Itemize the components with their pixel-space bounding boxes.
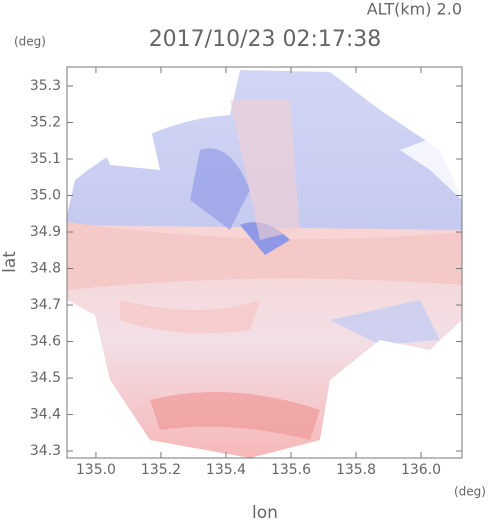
- y-tick-label: 34.7: [30, 297, 61, 313]
- x-unit: (deg): [454, 485, 486, 499]
- y-tick-label: 35.3: [30, 78, 61, 94]
- x-tick-label: 135.0: [76, 462, 116, 478]
- y-tick-label: 35.2: [30, 114, 61, 130]
- y-tick-label: 34.4: [30, 407, 61, 423]
- x-tick-label: 135.8: [336, 462, 376, 478]
- y-axis-label: lat: [0, 251, 20, 273]
- y-tick-label: 34.8: [30, 261, 61, 277]
- plot-frame: [66, 66, 463, 459]
- x-tick-label: 135.4: [206, 462, 246, 478]
- y-tick-label: 35.1: [30, 151, 61, 167]
- x-tick-label: 135.6: [271, 462, 311, 478]
- chart-title: 2017/10/23 02:17:38: [149, 27, 382, 52]
- x-tick-label: 135.2: [141, 462, 181, 478]
- y-unit: (deg): [14, 35, 46, 49]
- x-tick-label: 136.0: [401, 462, 441, 478]
- y-tick-label: 34.9: [30, 224, 61, 240]
- x-axis-label: lon: [252, 503, 278, 521]
- y-tick-label: 34.6: [30, 334, 61, 350]
- y-tick-label: 35.0: [30, 188, 61, 204]
- subtitle: ALT(km) 2.0: [367, 0, 462, 19]
- y-tick-label: 34.3: [30, 443, 61, 459]
- echo-field: [67, 67, 462, 458]
- y-tick-label: 34.5: [30, 370, 61, 386]
